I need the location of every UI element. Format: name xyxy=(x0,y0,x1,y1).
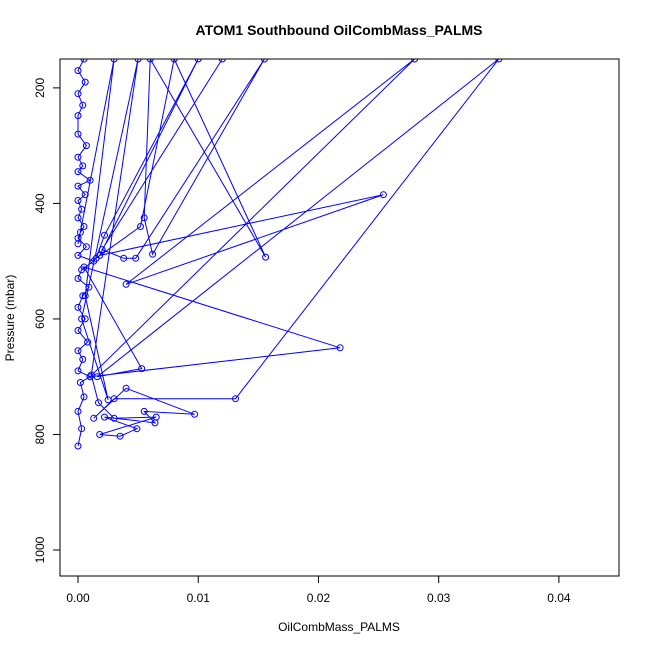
data-point xyxy=(101,231,108,239)
data-point xyxy=(170,59,178,63)
data-point xyxy=(79,101,87,109)
data-point xyxy=(82,243,90,251)
data-point xyxy=(80,263,88,271)
data-point xyxy=(81,315,89,323)
y-tick-label: 800 xyxy=(33,424,47,444)
data-point xyxy=(116,432,124,440)
data-point xyxy=(74,67,82,75)
x-tick-label: 0.00 xyxy=(66,591,90,605)
data-point xyxy=(218,59,226,63)
data-point xyxy=(96,251,104,259)
series-line xyxy=(77,59,500,447)
data-point xyxy=(84,338,92,346)
data-point xyxy=(76,228,84,236)
data-point xyxy=(78,315,86,323)
data-point xyxy=(96,431,104,438)
data-point xyxy=(122,280,130,288)
data-point xyxy=(74,130,82,138)
data-point xyxy=(140,214,148,222)
data-point xyxy=(78,205,86,213)
data-point xyxy=(86,176,94,184)
data-point xyxy=(80,59,88,63)
data-point xyxy=(74,197,82,204)
data-point xyxy=(134,59,142,63)
data-point xyxy=(133,425,141,433)
data-point xyxy=(120,254,128,262)
data-point xyxy=(194,59,202,63)
data-point xyxy=(74,153,82,161)
data-point xyxy=(137,223,144,230)
data-point xyxy=(74,367,82,375)
data-point xyxy=(138,365,146,373)
data-point xyxy=(232,395,239,403)
data-point xyxy=(80,223,88,230)
data-point xyxy=(411,59,419,63)
x-tick-label: 0.04 xyxy=(547,591,571,605)
data-point xyxy=(101,413,108,421)
plot-frame xyxy=(59,58,620,577)
data-point xyxy=(74,251,82,259)
data-point xyxy=(122,384,130,392)
data-point xyxy=(152,413,160,421)
y-tick-label: 600 xyxy=(33,309,47,329)
x-tick-label: 0.03 xyxy=(427,591,451,605)
data-point xyxy=(110,59,118,63)
data-point xyxy=(82,142,90,150)
data-point xyxy=(74,275,82,282)
data-point xyxy=(78,425,86,433)
data-point xyxy=(79,162,87,170)
data-point xyxy=(98,246,106,254)
data-point xyxy=(86,373,94,381)
data-point xyxy=(110,414,118,422)
data-point xyxy=(81,191,89,199)
data-point xyxy=(74,112,82,120)
data-point xyxy=(146,59,154,63)
data-point xyxy=(74,407,82,415)
data-point xyxy=(104,396,112,404)
data-point xyxy=(74,90,82,98)
data-point xyxy=(95,399,102,407)
data-point xyxy=(336,344,344,352)
data-point xyxy=(90,414,98,422)
data-point xyxy=(74,442,82,450)
data-point xyxy=(140,407,148,415)
data-point xyxy=(74,182,82,190)
data-point xyxy=(495,59,503,63)
data-point xyxy=(260,59,268,63)
y-axis-label: Pressure (mbar) xyxy=(3,275,17,362)
x-tick-label: 0.02 xyxy=(307,591,331,605)
y-tick-label: 200 xyxy=(33,78,47,98)
data-point xyxy=(79,292,87,300)
x-axis-label: OilCombMass_PALMS xyxy=(278,620,400,634)
data-point xyxy=(74,303,82,311)
data-point xyxy=(74,214,82,222)
data-point xyxy=(379,191,387,199)
data-point xyxy=(132,254,140,262)
data-point xyxy=(74,327,82,334)
data-point xyxy=(262,253,270,261)
data-point xyxy=(191,410,199,418)
data-point xyxy=(87,371,95,379)
data-point xyxy=(74,240,82,248)
data-point xyxy=(74,168,82,176)
data-point xyxy=(80,393,88,401)
data-point xyxy=(81,78,89,86)
data-point xyxy=(85,283,93,291)
y-tick-label: 400 xyxy=(33,193,47,213)
chart-title: ATOM1 Southbound OilCombMass_PALMS xyxy=(196,22,483,38)
plot-area xyxy=(74,59,503,450)
y-tick-label: 1000 xyxy=(33,536,47,563)
data-point xyxy=(79,355,87,363)
data-point xyxy=(149,250,157,258)
data-point xyxy=(76,379,84,386)
data-point xyxy=(81,292,89,300)
x-tick-label: 0.01 xyxy=(187,591,211,605)
data-point xyxy=(74,347,82,355)
